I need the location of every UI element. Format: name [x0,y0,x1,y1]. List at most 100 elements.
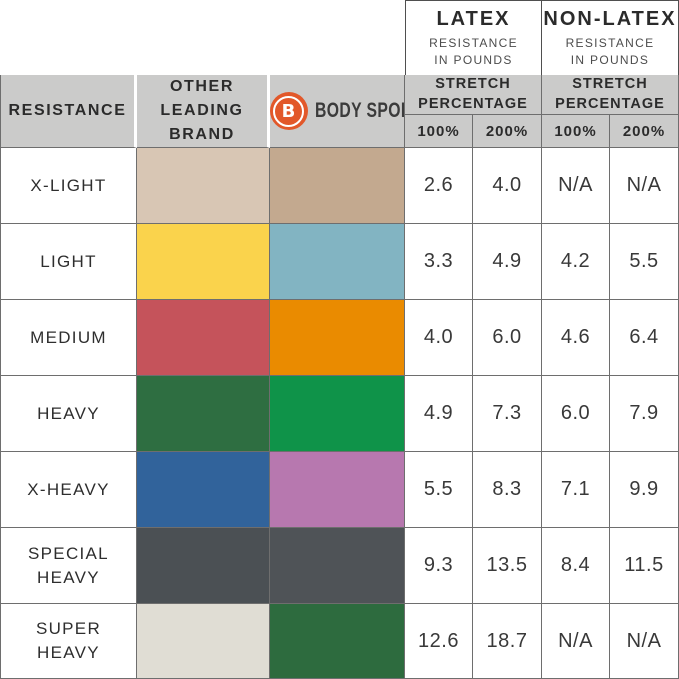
value-cell: 3.3 [405,224,473,300]
non-latex-100-value: 4.2 [560,250,591,272]
row-label-heavy: HEAVY [0,376,137,452]
non-latex-100-column-header: 100% [542,115,610,148]
value-cell: 7.1 [542,452,610,528]
value-cell: N/A [542,148,610,224]
non-latex-title: NON-LATEX [543,7,677,30]
non-latex-200-value: 6.4 [629,326,659,348]
latex-100-value: 12.6 [418,629,459,652]
non-latex-200-value: 5.5 [629,250,659,272]
bodysport-logo-icon: B [270,92,308,130]
column-header-other-brand: OTHER LEADING BRAND [137,75,270,148]
row-label-medium: MEDIUM [0,300,137,376]
value-cell: 4.9 [405,376,473,452]
non-latex-stretch-label: STRETCH PERCENTAGE [555,75,665,112]
value-cell: 12.6 [405,604,473,679]
latex-100-value: 9.3 [423,554,454,576]
non-latex-stretch-header: STRETCH PERCENTAGE [542,75,679,115]
value-cell: 4.0 [405,300,473,376]
row-label-text: HEAVY [37,403,100,423]
non-latex-200-value: 9.9 [629,478,659,500]
other-brand-swatch-heavy [137,376,270,452]
value-cell: 8.3 [473,452,542,528]
value-cell: 11.5 [610,528,679,604]
latex-100-value: 5.5 [423,478,454,500]
bodysport-swatch-super-heavy [270,604,405,679]
bodysport-swatch-special-heavy [270,528,405,604]
row-label-text: X-HEAVY [27,479,110,499]
bodysport-swatch-light [270,224,405,300]
value-cell: 9.9 [610,452,679,528]
latex-200-value: 4.0 [492,174,522,196]
value-cell: 4.9 [473,224,542,300]
bodysport-name-text: BODY SPORT [314,99,405,122]
latex-title: LATEX [436,7,511,30]
value-cell: 4.2 [542,224,610,300]
row-label-text: X-LIGHT [30,175,107,195]
bodysport-swatch-x-heavy [270,452,405,528]
row-label-x-light: X-LIGHT [0,148,137,224]
latex-200-value: 18.7 [486,629,528,652]
value-cell: N/A [610,148,679,224]
non-latex-100-value: 6.0 [560,402,591,424]
bodysport-wordmark-wrap: BODY SPORT® [315,99,405,123]
latex-100-value: 4.9 [423,402,454,424]
value-cell: 5.5 [610,224,679,300]
value-cell: N/A [542,604,610,679]
column-header-resistance: RESISTANCE [0,75,137,148]
value-cell: 4.0 [473,148,542,224]
other-brand-swatch-x-light [137,148,270,224]
bodysport-wordmark: BODY SPORT® [314,99,405,123]
row-label-text: SUPER HEAVY [35,619,102,662]
bodysport-swatch-medium [270,300,405,376]
latex-200-value: 7.3 [492,402,522,424]
value-cell: 6.0 [542,376,610,452]
bodysport-logo-letter: B [281,100,296,122]
non-latex-200-column-header: 200% [610,115,679,148]
latex-200-value: 8.3 [492,478,522,500]
latex-200-column-header: 200% [473,115,542,148]
latex-100-value: 4.0 [423,326,454,348]
latex-100-label: 100% [417,122,460,140]
row-label-text: SPECIAL HEAVY [28,543,109,587]
row-label-text: LIGHT [40,251,97,271]
other-brand-swatch-medium [137,300,270,376]
row-label-super-heavy: SUPER HEAVY [0,604,137,679]
value-cell: 8.4 [542,528,610,604]
non-latex-100-label: 100% [554,122,597,140]
value-cell: 7.9 [610,376,679,452]
value-cell: 5.5 [405,452,473,528]
value-cell: 7.3 [473,376,542,452]
non-latex-200-value: 7.9 [629,402,659,424]
value-cell: 18.7 [473,604,542,679]
latex-100-column-header: 100% [405,115,473,148]
latex-200-value: 4.9 [492,250,522,272]
non-latex-subtitle: RESISTANCE IN POUNDS [565,35,655,67]
latex-200-label: 200% [485,122,529,140]
top-left-blank [0,0,405,75]
latex-subtitle: RESISTANCE IN POUNDS [429,35,518,67]
latex-200-value: 13.5 [486,554,528,576]
latex-stretch-label: STRETCH PERCENTAGE [418,75,528,112]
non-latex-200-value: N/A [626,174,662,196]
non-latex-100-value: 7.1 [560,478,591,500]
bodysport-swatch-x-light [270,148,405,224]
non-latex-200-value: N/A [626,629,662,652]
value-cell: N/A [610,604,679,679]
resistance-header-label: RESISTANCE [8,102,127,119]
latex-100-value: 2.6 [423,174,454,196]
value-cell: 9.3 [405,528,473,604]
bodysport-swatch-heavy [270,376,405,452]
row-label-x-heavy: X-HEAVY [0,452,137,528]
non-latex-100-value: 4.6 [560,326,591,348]
bodysport-logo-ring: B [273,95,304,127]
value-cell: 13.5 [473,528,542,604]
column-header-bodysport: B BODY SPORT® [270,75,405,148]
non-latex-100-value: N/A [558,629,593,652]
non-latex-200-value: 11.5 [624,554,664,576]
non-latex-group-header: NON-LATEX RESISTANCE IN POUNDS [542,0,679,75]
latex-100-value: 3.3 [423,250,454,272]
row-label-text: MEDIUM [30,327,107,347]
other-brand-swatch-super-heavy [137,604,270,679]
non-latex-200-label: 200% [622,122,666,140]
